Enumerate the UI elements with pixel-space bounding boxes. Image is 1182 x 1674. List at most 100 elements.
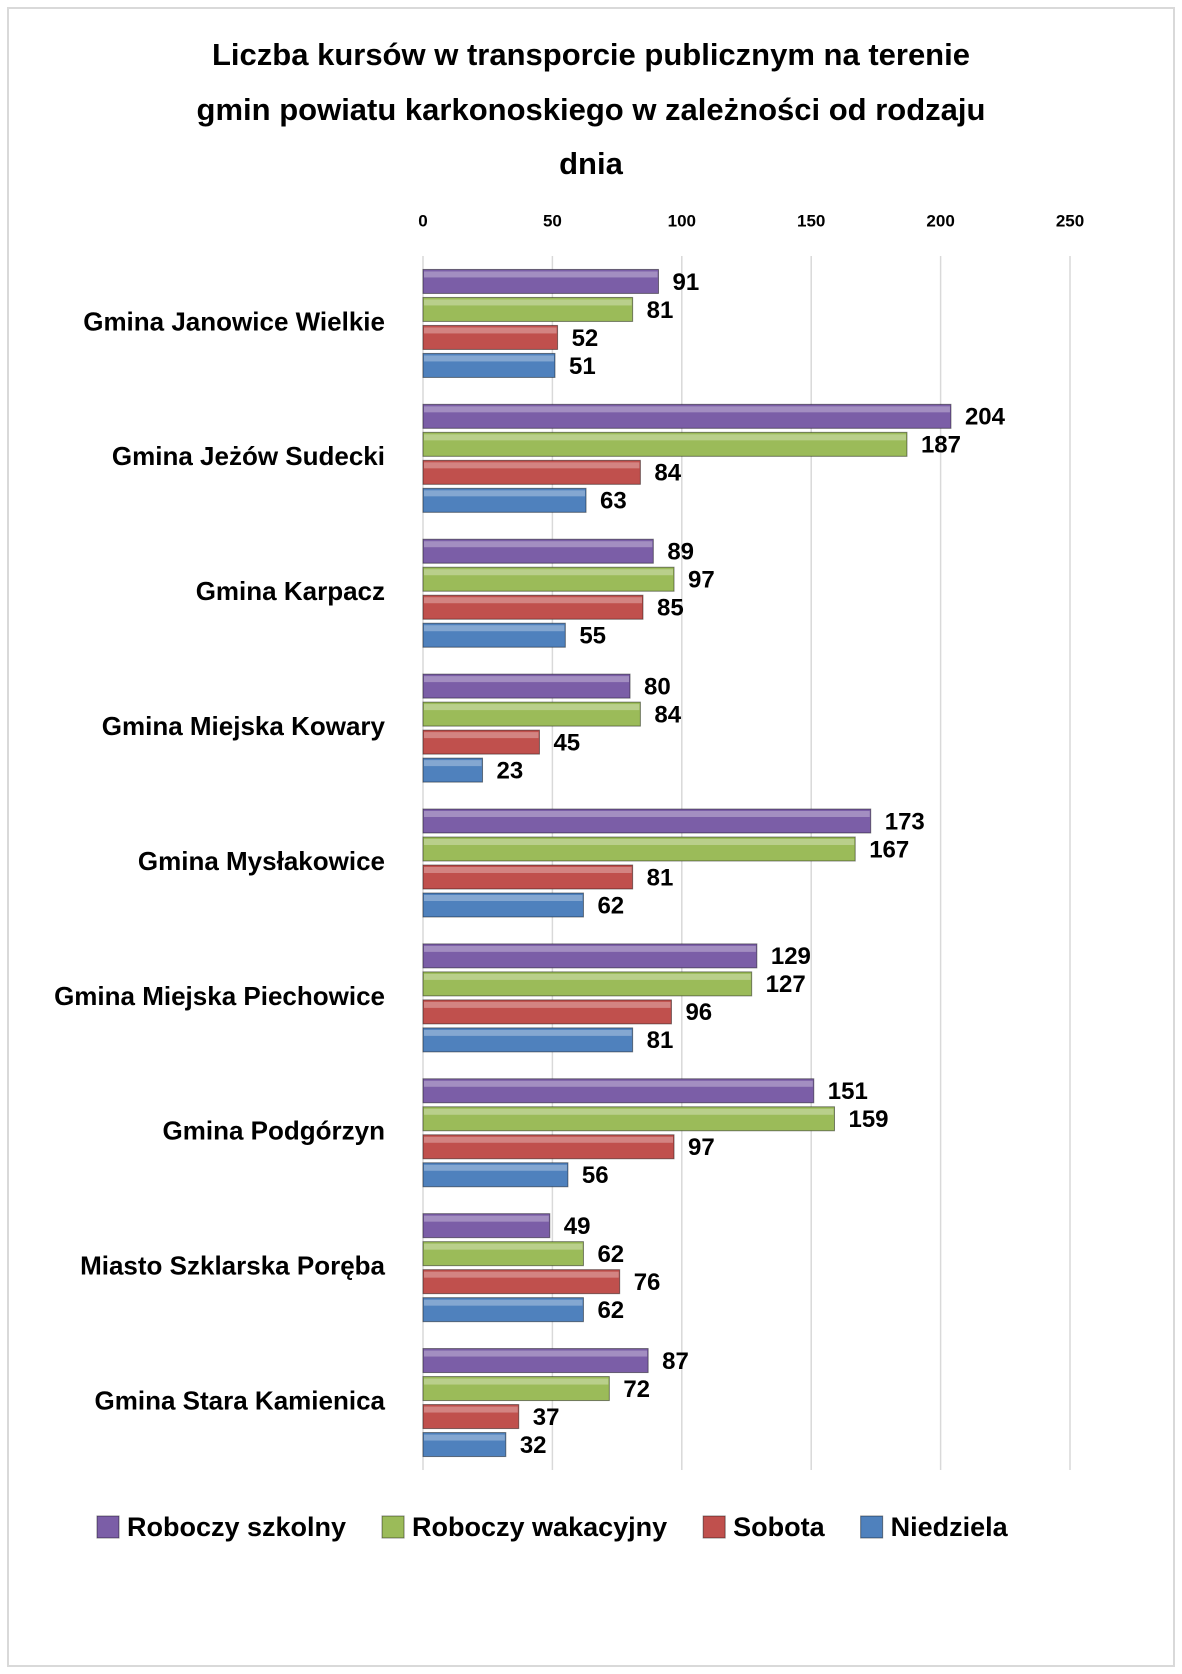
bar <box>422 1162 569 1188</box>
data-label: 159 <box>848 1106 888 1133</box>
data-label: 89 <box>667 539 694 566</box>
bar <box>422 836 856 862</box>
bar-highlight <box>424 355 554 362</box>
bar <box>422 459 641 485</box>
x-tick-label: 50 <box>543 211 562 230</box>
x-tick-label: 250 <box>1056 211 1084 230</box>
data-label: 81 <box>647 864 674 891</box>
legend-swatch <box>702 1515 726 1539</box>
data-label: 81 <box>647 297 674 324</box>
bar <box>422 757 484 783</box>
y-tick-label: Miasto Szklarska Poręba <box>80 1251 385 1281</box>
data-label: 52 <box>572 325 599 352</box>
data-label: 55 <box>579 623 606 650</box>
x-tick-label: 200 <box>926 211 954 230</box>
y-tick-label: Gmina Podgórzyn <box>163 1116 385 1146</box>
bar-highlight <box>424 1406 518 1413</box>
bar <box>422 729 540 755</box>
bar-highlight <box>424 1299 583 1306</box>
bar <box>422 594 644 620</box>
bar-highlight <box>424 945 756 952</box>
y-tick-label: Gmina Stara Kamienica <box>95 1385 386 1415</box>
bar <box>422 352 556 378</box>
bar-highlight <box>424 1350 648 1357</box>
data-label: 37 <box>533 1404 560 1431</box>
legend-label: Roboczy wakacyjny <box>412 1512 667 1542</box>
chart-title: gmin powiatu karkonoskiego w zależności … <box>197 92 986 127</box>
data-label: 81 <box>647 1027 674 1054</box>
bar-highlight <box>424 1271 619 1278</box>
data-label: 51 <box>569 353 596 380</box>
chart-title: dnia <box>559 146 623 181</box>
bar-highlight <box>424 973 751 980</box>
data-label: 204 <box>965 404 1006 431</box>
bar-highlight <box>424 569 674 576</box>
bar-highlight <box>424 704 640 711</box>
bar-highlight <box>424 676 630 683</box>
data-label: 49 <box>564 1213 591 1240</box>
bar-highlight <box>424 1029 632 1036</box>
bar <box>422 1134 675 1160</box>
y-tick-label: Gmina Karpacz <box>196 576 385 606</box>
data-label: 87 <box>662 1348 689 1375</box>
bar <box>422 971 753 997</box>
bar-highlight <box>424 1378 609 1385</box>
legend-swatch <box>96 1515 120 1539</box>
bar-highlight <box>424 271 658 278</box>
data-label: 85 <box>657 595 684 622</box>
data-label: 97 <box>688 1134 715 1161</box>
bar <box>422 1269 621 1295</box>
bar-highlight <box>424 811 870 817</box>
data-label: 129 <box>771 943 811 970</box>
legend-label: Niedziela <box>891 1512 1009 1542</box>
bar <box>422 1376 610 1402</box>
legend-swatch <box>860 1515 884 1539</box>
bar <box>422 864 634 890</box>
data-label: 84 <box>654 701 681 728</box>
bar <box>422 943 758 969</box>
data-label: 63 <box>600 488 627 515</box>
bar <box>422 892 584 918</box>
bar-highlight <box>424 1164 567 1171</box>
bar <box>422 487 587 513</box>
y-tick-label: Gmina Miejska Piechowice <box>54 981 385 1011</box>
data-label: 76 <box>634 1269 661 1296</box>
bar <box>422 1348 649 1374</box>
bar-highlight <box>424 490 586 497</box>
legend-swatch <box>381 1515 405 1539</box>
bar-highlight <box>424 462 640 469</box>
x-tick-label: 150 <box>797 211 825 230</box>
bar <box>422 1213 551 1239</box>
bar-highlight <box>424 299 632 306</box>
bar-highlight <box>424 1243 583 1250</box>
bar-highlight <box>424 406 950 413</box>
bar <box>422 1106 835 1132</box>
bar-highlight <box>424 1080 813 1087</box>
data-label: 80 <box>644 673 671 700</box>
bar <box>422 403 952 429</box>
data-label: 62 <box>597 1241 624 1268</box>
y-tick-label: Gmina Jeżów Sudecki <box>112 441 385 471</box>
bar <box>422 1404 520 1430</box>
legend-label: Sobota <box>733 1512 825 1542</box>
bar <box>422 1241 584 1267</box>
data-label: 45 <box>553 729 580 756</box>
bar <box>422 673 631 699</box>
bar <box>422 1432 507 1458</box>
bar <box>422 431 908 457</box>
data-label: 62 <box>597 1297 624 1324</box>
bar <box>422 999 672 1025</box>
bar <box>422 324 559 350</box>
data-label: 151 <box>828 1078 868 1105</box>
data-label: 127 <box>766 971 806 998</box>
data-label: 187 <box>921 432 961 459</box>
data-label: 23 <box>497 757 524 784</box>
bar <box>422 1078 815 1104</box>
bar-highlight <box>424 327 557 334</box>
bar-highlight <box>424 1215 549 1222</box>
bar <box>422 538 654 564</box>
y-tick-label: Gmina Mysłakowice <box>138 846 385 876</box>
data-label: 32 <box>520 1432 547 1459</box>
bar-highlight <box>424 434 906 441</box>
